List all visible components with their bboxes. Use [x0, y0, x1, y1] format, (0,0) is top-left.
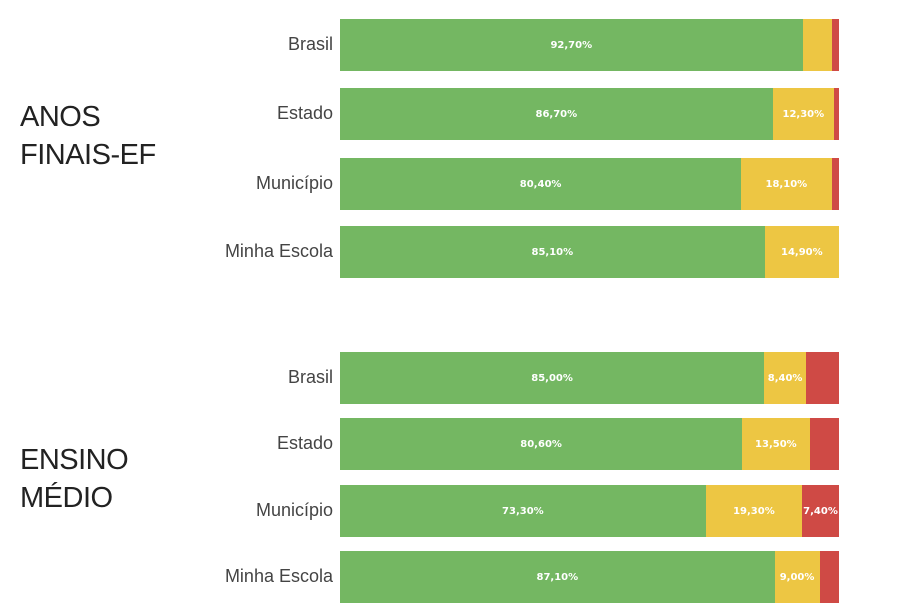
- category-label: Brasil: [287, 367, 333, 387]
- data-label: 14,90%: [780, 246, 823, 258]
- data-label: 19,30%: [733, 505, 775, 517]
- bar-segment: 87,10%: [340, 551, 775, 603]
- data-label: 12,30%: [782, 108, 825, 120]
- bar-segment: [819, 551, 839, 603]
- data-label: 80,40%: [519, 178, 562, 190]
- bar-segment: [802, 19, 832, 71]
- group-title: ENSINO MÉDIO: [20, 444, 129, 514]
- category-label: Estado: [276, 103, 333, 123]
- bar-segment: [809, 418, 839, 470]
- stacked-bar: 80,40% 18,10%: [340, 158, 839, 210]
- bar-segment: 92,70%: [340, 19, 803, 71]
- category-label: Minha Escola: [224, 566, 333, 586]
- bar-segment: 13,50%: [742, 418, 810, 470]
- bar-segment: 14,90%: [764, 226, 839, 278]
- bar-segment: [834, 88, 839, 140]
- data-label: 73,30%: [502, 505, 544, 517]
- data-label: 80,60%: [520, 438, 562, 450]
- stacked-bar: 85,00% 8,40%: [340, 352, 839, 404]
- bar-segment: 73,30%: [340, 485, 706, 537]
- group-title: ANOS FINAIS-EF: [20, 101, 156, 171]
- data-label: 18,10%: [765, 178, 808, 190]
- bar-segment: 8,40%: [764, 352, 807, 404]
- bar-segment: 86,70%: [340, 88, 773, 140]
- category-label: Município: [255, 500, 333, 520]
- data-label: 87,10%: [536, 571, 579, 583]
- data-label: 8,40%: [767, 372, 803, 384]
- stacked-bar: 80,60% 13,50%: [340, 418, 839, 470]
- bar-segment: [831, 158, 839, 210]
- data-label: 85,10%: [531, 246, 574, 258]
- category-label: Estado: [276, 433, 333, 453]
- category-label: Brasil: [287, 34, 333, 54]
- bar-segment: [806, 352, 839, 404]
- stacked-bar: 86,70% 12,30%: [340, 88, 839, 140]
- bar-segment: 12,30%: [772, 88, 834, 140]
- bar-segment: 85,00%: [340, 352, 765, 404]
- category-label: Município: [255, 173, 333, 193]
- bar-segment: 18,10%: [741, 158, 832, 210]
- category-label: Minha Escola: [224, 241, 333, 261]
- bar-segment: 80,60%: [340, 418, 743, 470]
- bar-segment: 9,00%: [774, 551, 820, 603]
- data-label: 85,00%: [531, 372, 573, 384]
- stacked-bar: 73,30% 19,30% 7,40%: [340, 485, 839, 537]
- bar-segment: 7,40%: [802, 485, 839, 537]
- stacked-bar: 87,10% 9,00%: [340, 551, 839, 603]
- data-label: 92,70%: [550, 39, 593, 51]
- bar-segment: 85,10%: [340, 226, 765, 278]
- stacked-bar: 85,10% 14,90%: [340, 226, 839, 278]
- stacked-bar: 92,70%: [340, 19, 839, 71]
- data-label: 7,40%: [803, 505, 838, 517]
- bar-segment: 80,40%: [340, 158, 742, 210]
- bar-segment: 19,30%: [705, 485, 803, 537]
- bar-segment: [832, 19, 839, 71]
- data-label: 13,50%: [755, 438, 797, 450]
- data-label: 86,70%: [535, 108, 578, 120]
- data-label: 9,00%: [779, 571, 815, 583]
